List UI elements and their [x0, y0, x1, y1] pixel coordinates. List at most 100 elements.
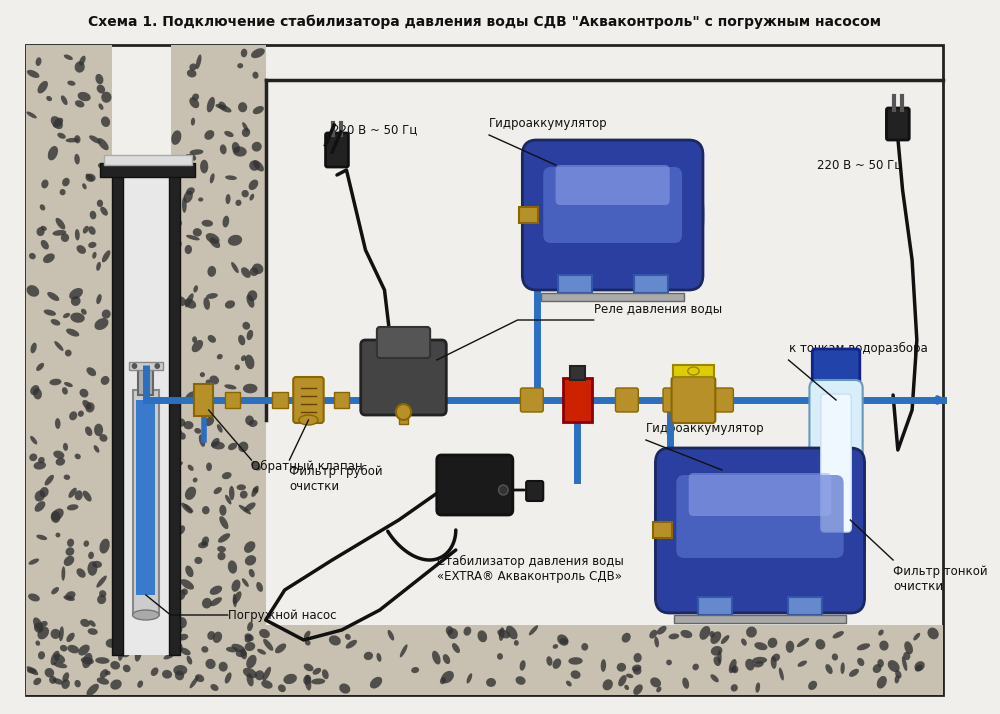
Ellipse shape: [709, 631, 715, 638]
Ellipse shape: [210, 174, 215, 183]
Ellipse shape: [183, 160, 188, 172]
Ellipse shape: [178, 643, 183, 653]
Ellipse shape: [75, 491, 83, 501]
Ellipse shape: [34, 623, 43, 633]
Ellipse shape: [249, 180, 258, 190]
Ellipse shape: [878, 630, 884, 635]
Ellipse shape: [97, 138, 109, 150]
Bar: [541, 293, 684, 301]
Ellipse shape: [182, 588, 188, 595]
Ellipse shape: [67, 504, 78, 511]
Ellipse shape: [211, 441, 225, 449]
Ellipse shape: [88, 242, 96, 248]
Ellipse shape: [263, 639, 273, 650]
Ellipse shape: [171, 131, 181, 145]
Ellipse shape: [808, 680, 817, 690]
Ellipse shape: [915, 665, 923, 672]
Ellipse shape: [162, 670, 172, 678]
Ellipse shape: [133, 610, 159, 620]
Ellipse shape: [36, 535, 47, 540]
Bar: [129, 362, 163, 370]
Ellipse shape: [601, 659, 606, 672]
Ellipse shape: [47, 292, 59, 301]
Ellipse shape: [873, 664, 881, 673]
Ellipse shape: [194, 557, 202, 564]
Ellipse shape: [840, 663, 845, 674]
Ellipse shape: [241, 356, 246, 361]
Ellipse shape: [243, 383, 257, 393]
Ellipse shape: [35, 501, 45, 512]
Ellipse shape: [632, 665, 641, 672]
Ellipse shape: [202, 536, 209, 545]
Ellipse shape: [243, 668, 257, 678]
Ellipse shape: [66, 547, 74, 555]
Ellipse shape: [903, 652, 910, 660]
Ellipse shape: [752, 657, 767, 664]
FancyBboxPatch shape: [655, 448, 865, 613]
Ellipse shape: [181, 503, 192, 513]
Ellipse shape: [187, 655, 192, 665]
Ellipse shape: [654, 637, 659, 648]
Ellipse shape: [41, 226, 47, 231]
Ellipse shape: [711, 646, 722, 655]
Ellipse shape: [183, 191, 193, 203]
Ellipse shape: [231, 262, 239, 273]
Ellipse shape: [89, 620, 96, 627]
Ellipse shape: [618, 675, 627, 686]
Ellipse shape: [110, 661, 120, 670]
Ellipse shape: [94, 423, 103, 436]
Ellipse shape: [29, 453, 37, 461]
Text: 220 В ~ 50 Гц: 220 В ~ 50 Гц: [332, 124, 417, 136]
Ellipse shape: [746, 627, 757, 638]
Ellipse shape: [101, 376, 109, 385]
Ellipse shape: [633, 684, 643, 695]
Ellipse shape: [105, 670, 111, 675]
Ellipse shape: [242, 578, 249, 587]
Ellipse shape: [191, 118, 195, 126]
FancyBboxPatch shape: [809, 380, 863, 558]
Bar: [634, 275, 668, 293]
Ellipse shape: [688, 367, 699, 375]
Text: Обратный клапан: Обратный клапан: [251, 460, 363, 473]
Ellipse shape: [162, 630, 175, 638]
Ellipse shape: [78, 411, 84, 417]
Ellipse shape: [755, 683, 760, 693]
Ellipse shape: [914, 661, 925, 671]
Ellipse shape: [189, 97, 199, 109]
Ellipse shape: [56, 218, 65, 229]
Ellipse shape: [730, 667, 737, 673]
Ellipse shape: [94, 445, 99, 453]
Ellipse shape: [97, 200, 103, 207]
Ellipse shape: [440, 677, 446, 684]
Ellipse shape: [656, 687, 661, 693]
Ellipse shape: [233, 594, 237, 607]
Ellipse shape: [237, 63, 243, 69]
Ellipse shape: [44, 309, 56, 316]
Bar: [519, 207, 538, 223]
Ellipse shape: [674, 155, 703, 275]
Ellipse shape: [678, 160, 699, 270]
Bar: [133, 390, 159, 615]
Ellipse shape: [154, 638, 163, 646]
Ellipse shape: [224, 384, 237, 389]
Ellipse shape: [51, 511, 60, 523]
Ellipse shape: [38, 81, 48, 94]
Bar: [674, 615, 846, 623]
Ellipse shape: [64, 475, 70, 480]
Ellipse shape: [53, 678, 63, 685]
Ellipse shape: [100, 206, 108, 216]
Ellipse shape: [209, 376, 219, 384]
Ellipse shape: [305, 640, 311, 645]
Ellipse shape: [253, 488, 258, 493]
Ellipse shape: [173, 665, 187, 675]
Ellipse shape: [768, 638, 777, 648]
Ellipse shape: [732, 665, 738, 673]
Ellipse shape: [118, 648, 124, 661]
Ellipse shape: [553, 658, 561, 669]
Ellipse shape: [66, 138, 79, 143]
Ellipse shape: [41, 240, 49, 249]
Bar: [169, 175, 180, 655]
Ellipse shape: [75, 100, 84, 108]
Ellipse shape: [33, 618, 43, 631]
Bar: [100, 163, 195, 177]
